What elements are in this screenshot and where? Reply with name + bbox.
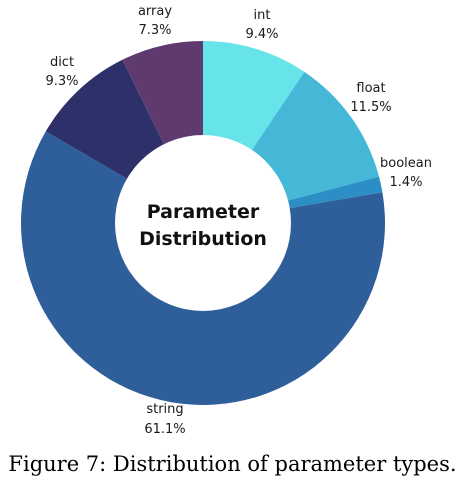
slice-label-array: array <box>138 4 172 19</box>
slice-label-int: int <box>254 8 271 23</box>
slice-label-dict: dict <box>50 55 74 70</box>
slice-value-int: 9.4% <box>245 27 278 42</box>
slice-label-boolean: boolean <box>380 156 432 171</box>
slice-value-float: 11.5% <box>350 100 391 115</box>
slice-value-boolean: 1.4% <box>389 175 422 190</box>
center-title-line-2: Distribution <box>139 228 267 250</box>
slice-label-string: string <box>146 402 183 417</box>
slice-value-string: 61.1% <box>144 422 185 437</box>
slice-value-array: 7.3% <box>138 23 171 38</box>
slice-labels: int 9.4% float 11.5% boolean 1.4% string 61.1% d… <box>45 4 432 437</box>
slice-label-float: float <box>356 81 385 96</box>
figure-caption: Figure 7: Distribution of parameter type… <box>8 452 457 476</box>
donut-hole <box>115 135 291 311</box>
donut-chart: int 9.4% float 11.5% boolean 1.4% string 61.1% d… <box>21 4 432 437</box>
slice-value-dict: 9.3% <box>45 74 78 89</box>
center-title-line-1: Parameter <box>147 201 260 223</box>
